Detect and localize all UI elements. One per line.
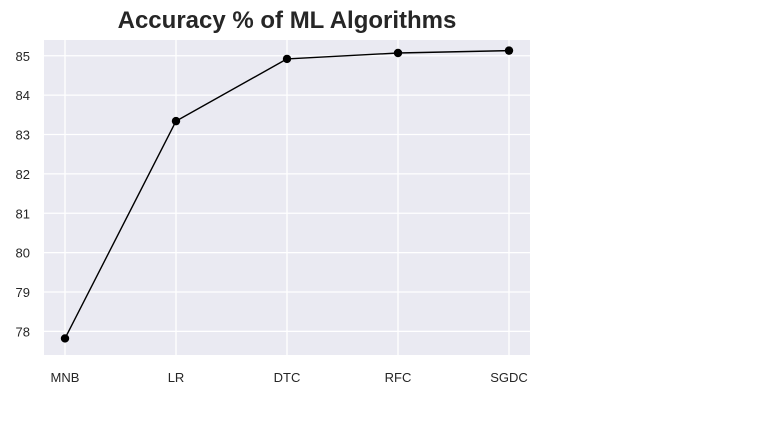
chart-title: Accuracy % of ML Algorithms <box>117 7 457 34</box>
y-tick-labels: 78 79 80 81 82 83 84 85 <box>16 49 30 340</box>
data-point-mnb <box>60 334 70 343</box>
y-tick-label: 79 <box>16 285 30 300</box>
y-tick-label: 81 <box>16 206 30 221</box>
y-tick-label: 82 <box>16 167 30 182</box>
data-point-rfc <box>393 48 403 58</box>
x-tick-label: LR <box>168 370 185 385</box>
data-point-sgdc <box>504 46 514 55</box>
y-tick-label: 80 <box>16 246 30 261</box>
y-tick-label: 85 <box>16 49 30 64</box>
y-tick-label: 84 <box>16 88 30 103</box>
x-tick-label: MNB <box>51 370 80 385</box>
x-tick-label: DTC <box>274 370 301 385</box>
data-points <box>60 46 514 343</box>
data-point-dtc <box>282 54 292 64</box>
data-point-lr <box>171 116 181 126</box>
x-tick-labels: MNB LR DTC RFC SGDC <box>51 370 528 385</box>
x-tick-label: SGDC <box>490 370 528 385</box>
x-tick-label: RFC <box>385 370 412 385</box>
y-tick-label: 78 <box>16 324 30 339</box>
y-tick-label: 83 <box>16 128 30 143</box>
